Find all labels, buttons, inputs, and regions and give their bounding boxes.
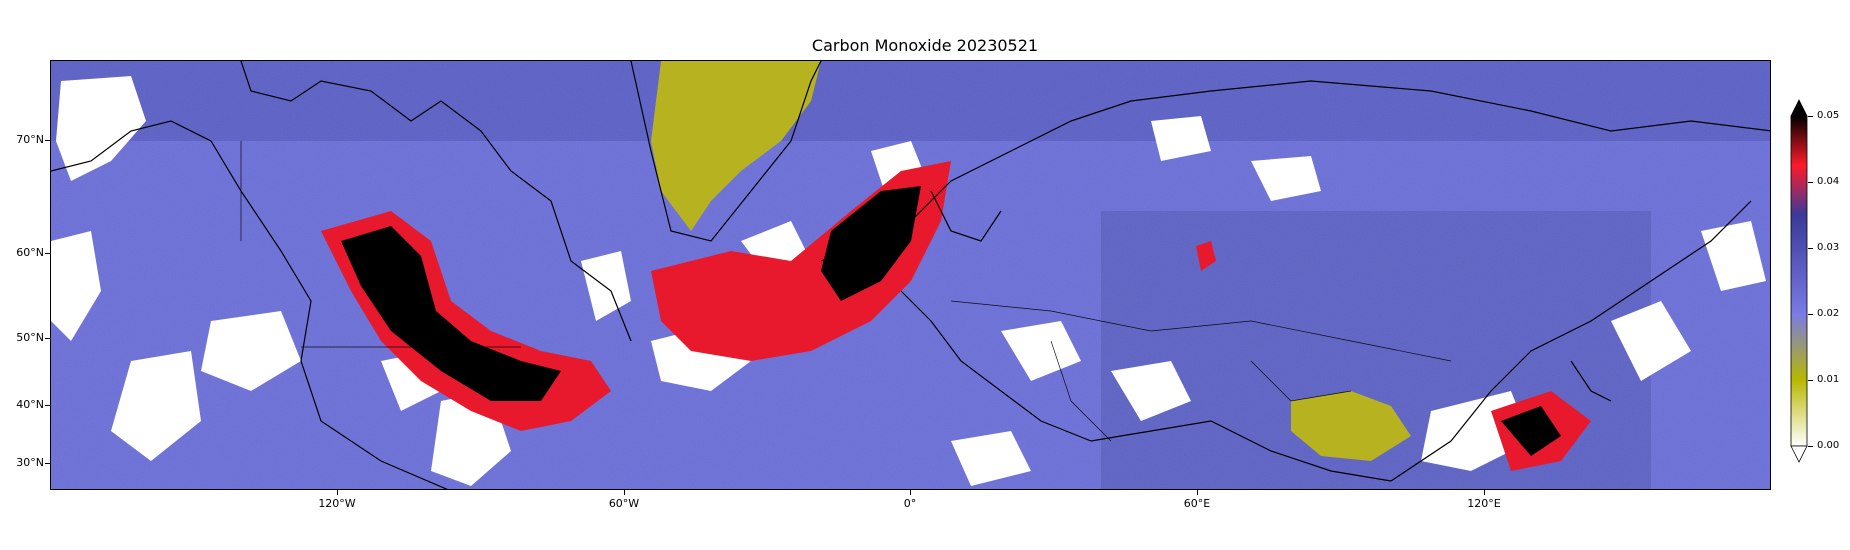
lat-label-30: 30°N	[16, 456, 44, 469]
cb-tick	[1808, 116, 1813, 117]
map-title: Carbon Monoxide 20230521	[811, 36, 1039, 55]
cb-tick	[1808, 314, 1813, 315]
lon-label-60e: 60°E	[1183, 497, 1211, 510]
lon-tick	[337, 490, 338, 495]
cb-tick	[1808, 248, 1813, 249]
lat-tick	[45, 463, 50, 464]
lon-label-0: 0°	[903, 497, 917, 510]
colorbar	[1790, 99, 1808, 463]
lat-label-70: 70°N	[16, 133, 44, 146]
country-borders	[240, 141, 1452, 442]
fire-plume-atlantic	[651, 161, 951, 361]
lat-tick	[45, 140, 50, 141]
fire-plume-east-asia	[1491, 391, 1591, 471]
greenland-low-co-region	[651, 61, 821, 231]
lon-label-60w: 60°W	[608, 497, 640, 510]
cb-label-003: 0.03	[1817, 242, 1840, 253]
lon-label-120e: 120°E	[1467, 497, 1501, 510]
cb-tick	[1808, 380, 1813, 381]
coastlines	[51, 61, 1770, 489]
lat-tick	[45, 405, 50, 406]
lon-tick	[910, 490, 911, 495]
cb-label-005: 0.05	[1817, 110, 1840, 121]
lat-label-50: 50°N	[16, 331, 44, 344]
cb-label-000: 0.00	[1817, 440, 1840, 451]
colorbar-gradient	[1790, 115, 1808, 447]
lat-tick	[45, 253, 50, 254]
tibet-low-co-region	[1291, 391, 1411, 461]
lat-label-60: 60°N	[16, 246, 44, 259]
cb-label-002: 0.02	[1817, 308, 1840, 319]
fire-plume-canada	[321, 211, 611, 431]
cb-tick	[1808, 182, 1813, 183]
cb-label-001: 0.01	[1817, 374, 1840, 385]
lat-label-40: 40°N	[16, 398, 44, 411]
fire-spot-siberia	[1196, 241, 1216, 271]
lat-tick	[45, 338, 50, 339]
cb-tick	[1808, 446, 1813, 447]
colorbar-extend-min	[1790, 445, 1808, 463]
lon-label-120w: 120°W	[318, 497, 356, 510]
cb-label-004: 0.04	[1817, 176, 1840, 187]
lon-tick	[1484, 490, 1485, 495]
lon-tick	[624, 490, 625, 495]
co-concentration-map[interactable]	[50, 60, 1771, 490]
lon-tick	[1197, 490, 1198, 495]
colorbar-extend-max	[1790, 99, 1808, 117]
